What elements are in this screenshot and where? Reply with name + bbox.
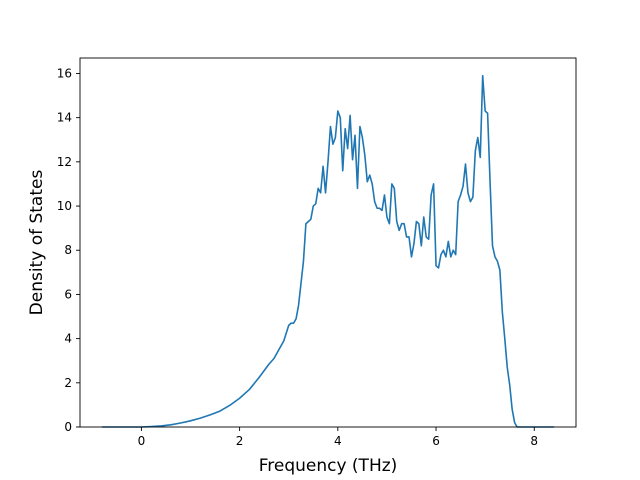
y-tick-label: 10 — [57, 199, 72, 213]
plot-area: 0 2 4 6 8 0 2 4 6 8 10 12 14 16 — [57, 57, 577, 448]
x-tick-label: 4 — [334, 434, 342, 448]
y-tick-label: 8 — [64, 243, 72, 257]
x-tick-label: 2 — [236, 434, 244, 448]
x-tick-label: 0 — [138, 434, 146, 448]
x-tick-label: 8 — [530, 434, 538, 448]
y-tick-label: 16 — [57, 66, 72, 80]
y-tick-label: 14 — [57, 111, 72, 125]
y-axis-label: Density of States — [27, 170, 47, 316]
dos-series-line-0 — [102, 74, 554, 428]
y-tick-label: 0 — [64, 420, 72, 434]
y-tick-label: 4 — [64, 332, 72, 346]
x-tick-label: 6 — [432, 434, 440, 448]
y-tick-label: 6 — [64, 287, 72, 301]
y-tick-label: 12 — [57, 155, 72, 169]
y-tick-label: 2 — [64, 376, 72, 390]
axes-frame — [79, 57, 577, 428]
x-axis-label: Frequency (THz) — [259, 456, 398, 476]
